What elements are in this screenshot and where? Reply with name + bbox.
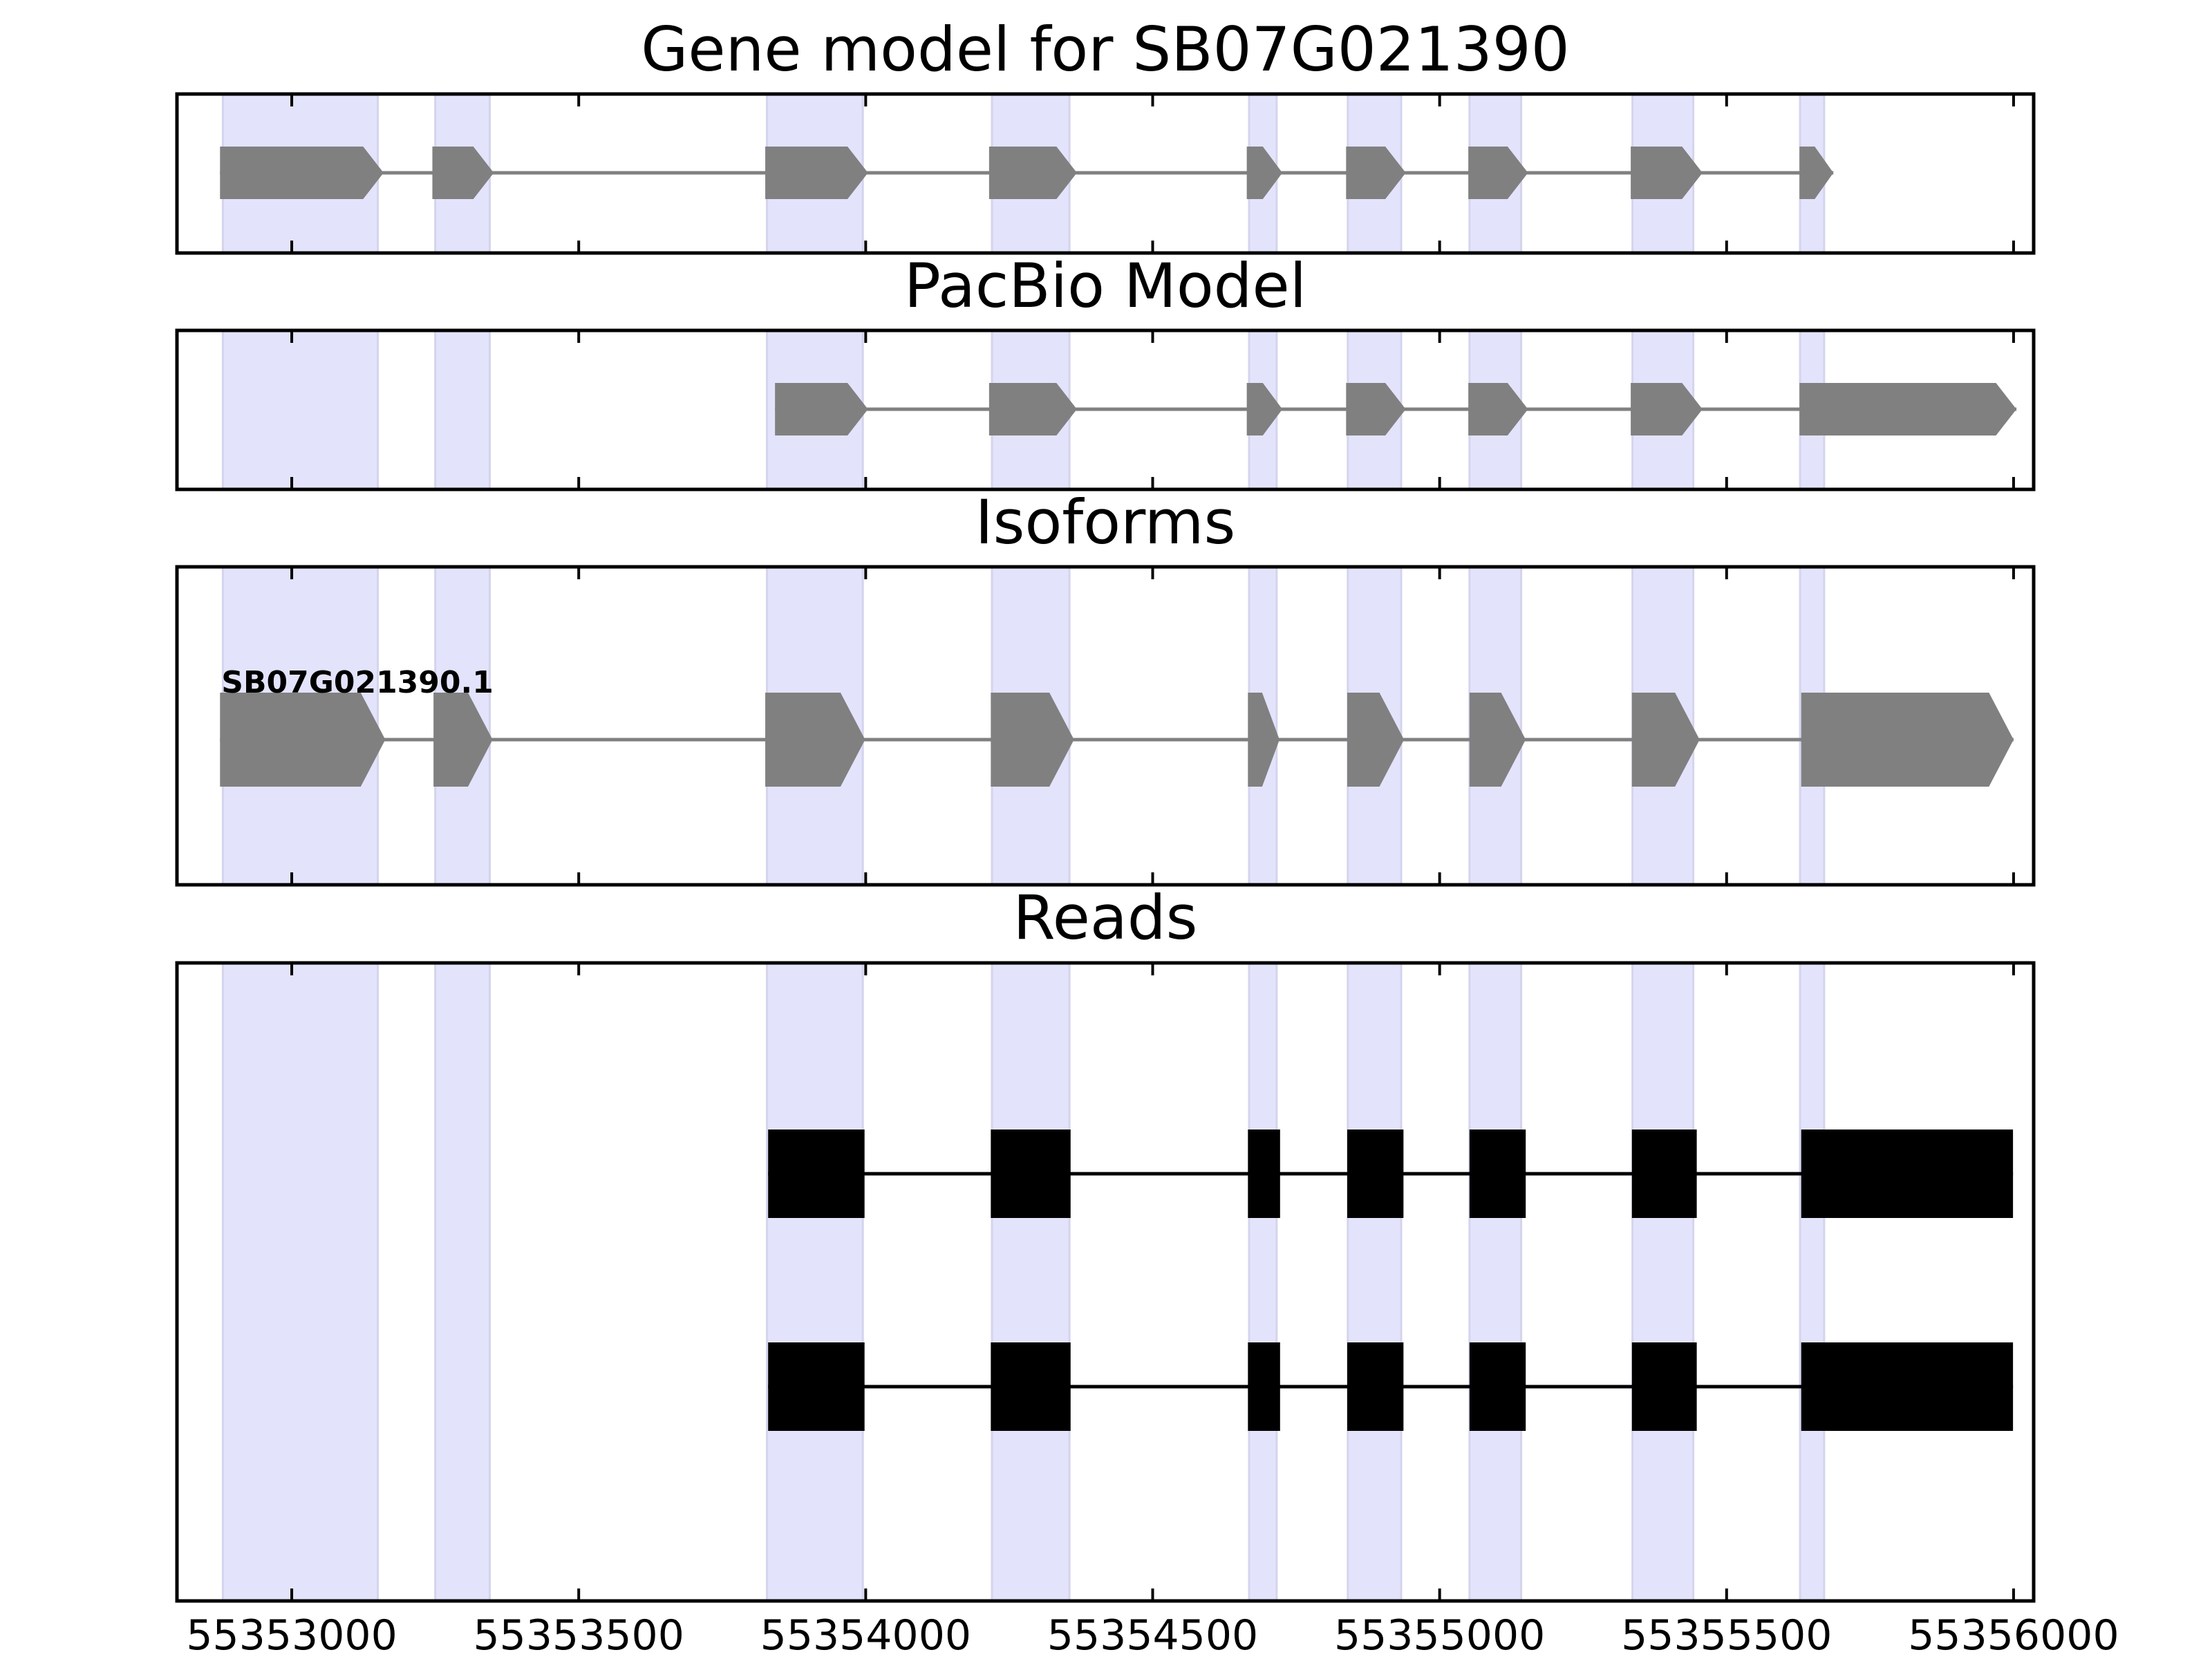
read-exon-block bbox=[1631, 1342, 1697, 1431]
exon-arrow bbox=[1631, 147, 1703, 199]
exon-arrow bbox=[1631, 383, 1703, 435]
exon-arrow bbox=[1469, 693, 1526, 787]
reads-title: Reads bbox=[1013, 882, 1198, 953]
read-exon-block bbox=[1631, 1130, 1697, 1218]
read-exon-block bbox=[768, 1130, 865, 1218]
highlight-region bbox=[1631, 962, 1695, 1602]
read-exon-block bbox=[991, 1130, 1071, 1218]
x-tick-label: 55354500 bbox=[1047, 1611, 1258, 1659]
isoforms-title: Isoforms bbox=[975, 487, 1236, 558]
isoforms-frame bbox=[175, 565, 2036, 887]
reads-frame bbox=[175, 961, 2036, 1603]
highlight-region bbox=[1347, 962, 1403, 1602]
exon-arrow bbox=[991, 693, 1074, 787]
gene-model-panel: Gene model for SB07G021390 bbox=[175, 14, 2036, 255]
exon-arrow bbox=[765, 147, 868, 199]
exon-arrow bbox=[1799, 147, 1834, 199]
x-tick-label: 55353000 bbox=[186, 1611, 397, 1659]
read-exon-block bbox=[1469, 1342, 1526, 1431]
read-exon-block bbox=[768, 1342, 865, 1431]
pacbio-model-title: PacBio Model bbox=[904, 250, 1306, 321]
isoforms-panel: Isoforms SB07G021390.1 bbox=[175, 487, 2036, 887]
exon-arrow bbox=[1246, 147, 1283, 199]
exon-arrow bbox=[220, 693, 386, 787]
exon-arrow bbox=[1631, 693, 1700, 787]
exon-arrow bbox=[1246, 383, 1283, 435]
exon-arrow bbox=[433, 693, 493, 787]
highlight-region bbox=[1248, 962, 1278, 1602]
exon-arrow bbox=[988, 383, 1077, 435]
x-tick-label: 55355000 bbox=[1334, 1611, 1545, 1659]
exon-arrow bbox=[1347, 693, 1405, 787]
read-exon-block bbox=[1248, 1130, 1280, 1218]
gene-model-frame bbox=[175, 92, 2036, 255]
x-axis: 55353000 55353500 55354000 55354500 55355000… bbox=[186, 1611, 2119, 1659]
x-tick-label: 55353500 bbox=[474, 1611, 684, 1659]
exon-arrow bbox=[1248, 693, 1280, 787]
pacbio-model-panel: PacBio Model bbox=[175, 250, 2036, 491]
highlight-region bbox=[434, 962, 491, 1602]
gene-model-title: Gene model for SB07G021390 bbox=[641, 14, 1570, 85]
read-exon-block bbox=[1248, 1342, 1280, 1431]
highlight-region bbox=[1468, 962, 1523, 1602]
read-exon-block bbox=[1347, 1342, 1404, 1431]
x-tick-label: 55355500 bbox=[1621, 1611, 1832, 1659]
read-exon-block bbox=[1801, 1342, 2014, 1431]
read-exon-block bbox=[991, 1342, 1071, 1431]
reads-panel: Reads bbox=[175, 882, 2036, 1603]
read-exon-block bbox=[1469, 1130, 1526, 1218]
exon-arrow bbox=[1468, 383, 1528, 435]
exon-arrow bbox=[775, 383, 868, 435]
highlight-region bbox=[766, 962, 864, 1602]
highlight-region bbox=[221, 329, 379, 491]
read-exon-block bbox=[1347, 1130, 1404, 1218]
highlight-region bbox=[434, 329, 491, 491]
x-tick-label: 55356000 bbox=[1908, 1611, 2119, 1659]
pacbio-model-frame bbox=[175, 328, 2036, 491]
exon-arrow bbox=[1801, 693, 2014, 787]
exon-arrow bbox=[1346, 147, 1406, 199]
read-exon-block bbox=[1801, 1130, 2014, 1218]
x-tick-label: 55354000 bbox=[760, 1611, 971, 1659]
highlight-region bbox=[1799, 962, 1826, 1602]
exon-arrow bbox=[1799, 383, 2017, 435]
highlight-region bbox=[221, 962, 379, 1602]
highlight-region bbox=[991, 962, 1071, 1602]
exon-arrow bbox=[432, 147, 494, 199]
exon-arrow bbox=[1346, 383, 1406, 435]
exon-arrow bbox=[988, 147, 1077, 199]
exon-arrow bbox=[220, 147, 384, 199]
isoform-label: SB07G021390.1 bbox=[221, 665, 494, 700]
exon-arrow bbox=[765, 693, 865, 787]
exon-arrow bbox=[1468, 147, 1528, 199]
